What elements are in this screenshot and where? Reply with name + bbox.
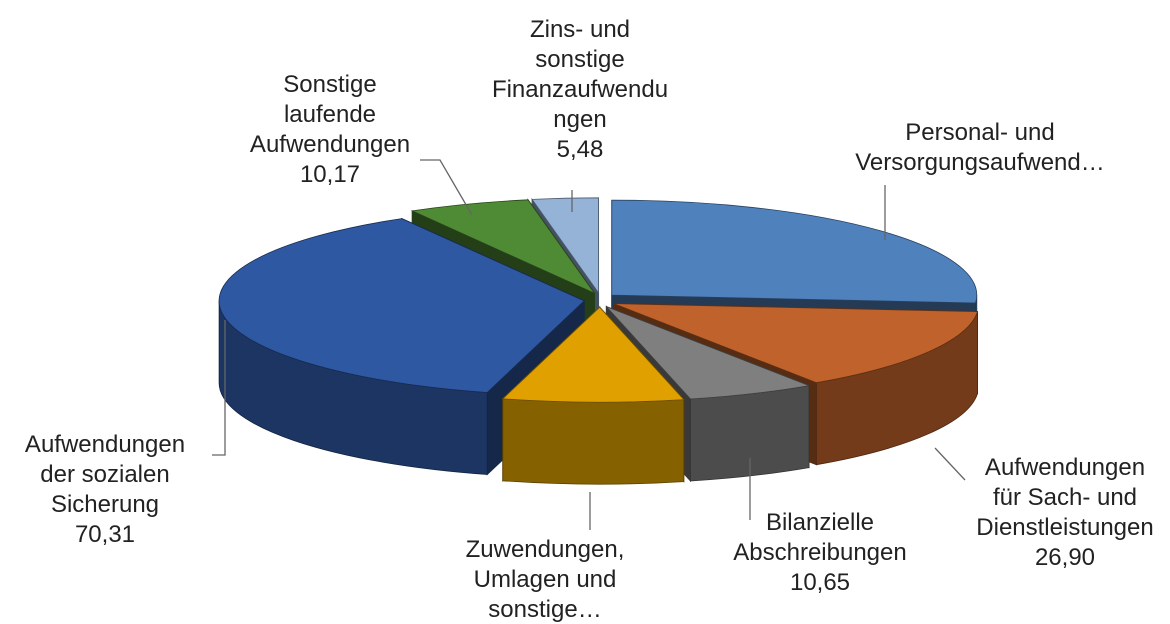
category-label: Sonstige laufende Aufwendungen: [249, 71, 411, 158]
pie-slice: [410, 199, 596, 295]
slice-label: Sonstige laufende Aufwendungen 10,17: [250, 70, 410, 190]
pie-slice: [531, 197, 599, 295]
pie-slice: [613, 303, 979, 384]
leader-line: [212, 320, 226, 456]
value-label: 10,65: [789, 569, 851, 596]
category-label: Zuwendungen, Umlagen und sonstige…: [465, 536, 625, 623]
slice-label: Bilanzielle Abschreibungen 10,65: [733, 508, 906, 598]
leader-line: [420, 159, 473, 216]
pie-slice: [501, 306, 685, 403]
slice-label: Personal- und Versorgungsaufwend…: [855, 118, 1105, 178]
value-label: 70,31: [74, 521, 136, 548]
slice-label: Aufwendungen für Sach- und Dienstleistun…: [976, 453, 1153, 573]
value-label: 26,90: [1034, 544, 1096, 571]
slice-label: Zins- und sonstige Finanzaufwendu ngen 5,…: [492, 15, 668, 165]
pie-slice: [606, 306, 811, 400]
category-label: Aufwendungen der sozialen Sicherung: [24, 431, 186, 518]
category-label: Personal- und Versorgungsaufwend…: [855, 119, 1105, 176]
slice-label: Zuwendungen, Umlagen und sonstige…: [466, 535, 625, 624]
pie-slice: [611, 199, 978, 304]
slice-label: Aufwendungen der sozialen Sicherung 70,31: [25, 430, 185, 550]
slice-side: [502, 398, 685, 485]
value-label: 10,17: [299, 161, 361, 188]
value-label: 5,48: [556, 136, 604, 163]
slices: [218, 197, 979, 485]
leader-line: [934, 447, 966, 481]
pie-slice: [218, 218, 585, 393]
category-label: Zins- und sonstige Finanzaufwendu ngen: [491, 16, 669, 133]
category-label: Bilanzielle Abschreibungen: [733, 509, 907, 566]
category-label: Aufwendungen für Sach- und Dienstleistun…: [976, 454, 1154, 541]
